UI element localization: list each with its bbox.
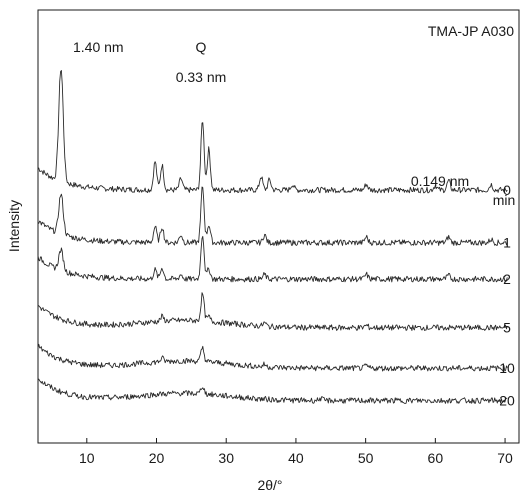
series-label-20: 20	[499, 393, 515, 409]
x-tick-label-10: 10	[79, 450, 95, 466]
series-line-0min	[37, 70, 508, 194]
legend-header-min: min	[493, 192, 516, 208]
y-axis-label: Intensity	[6, 200, 22, 252]
series-line-2min	[37, 235, 508, 283]
chart-title: TMA-JP A030	[428, 23, 514, 39]
x-axis-ticks: 10 20 30 40 50 60 70	[79, 438, 513, 466]
x-tick-label-60: 60	[428, 450, 444, 466]
series-label-1: 1	[503, 235, 511, 251]
annotation-0-33nm: 0.33 nm	[176, 69, 227, 85]
x-tick-label-50: 50	[358, 450, 374, 466]
series-line-10min	[37, 343, 508, 372]
series-line-20min	[37, 378, 508, 404]
x-tick-label-70: 70	[497, 450, 513, 466]
x-tick-label-40: 40	[288, 450, 304, 466]
x-tick-label-30: 30	[218, 450, 234, 466]
x-tick-label-20: 20	[149, 450, 165, 466]
traces	[37, 70, 508, 404]
plot-frame	[37, 9, 520, 444]
series-label-5: 5	[503, 320, 511, 336]
annotation-q: Q	[196, 39, 207, 55]
annotation-0-149nm: 0.149 nm	[411, 173, 469, 189]
series-line-1min	[37, 186, 508, 246]
series-label-0: 0	[503, 182, 511, 198]
series-labels: 0 1 2 5 10 20	[499, 182, 515, 409]
annotation-1-40nm: 1.40 nm	[73, 39, 124, 55]
series-label-10: 10	[499, 360, 515, 376]
x-axis-label: 2θ/°	[257, 477, 282, 493]
series-line-5min	[37, 292, 508, 331]
series-label-2: 2	[503, 271, 511, 287]
